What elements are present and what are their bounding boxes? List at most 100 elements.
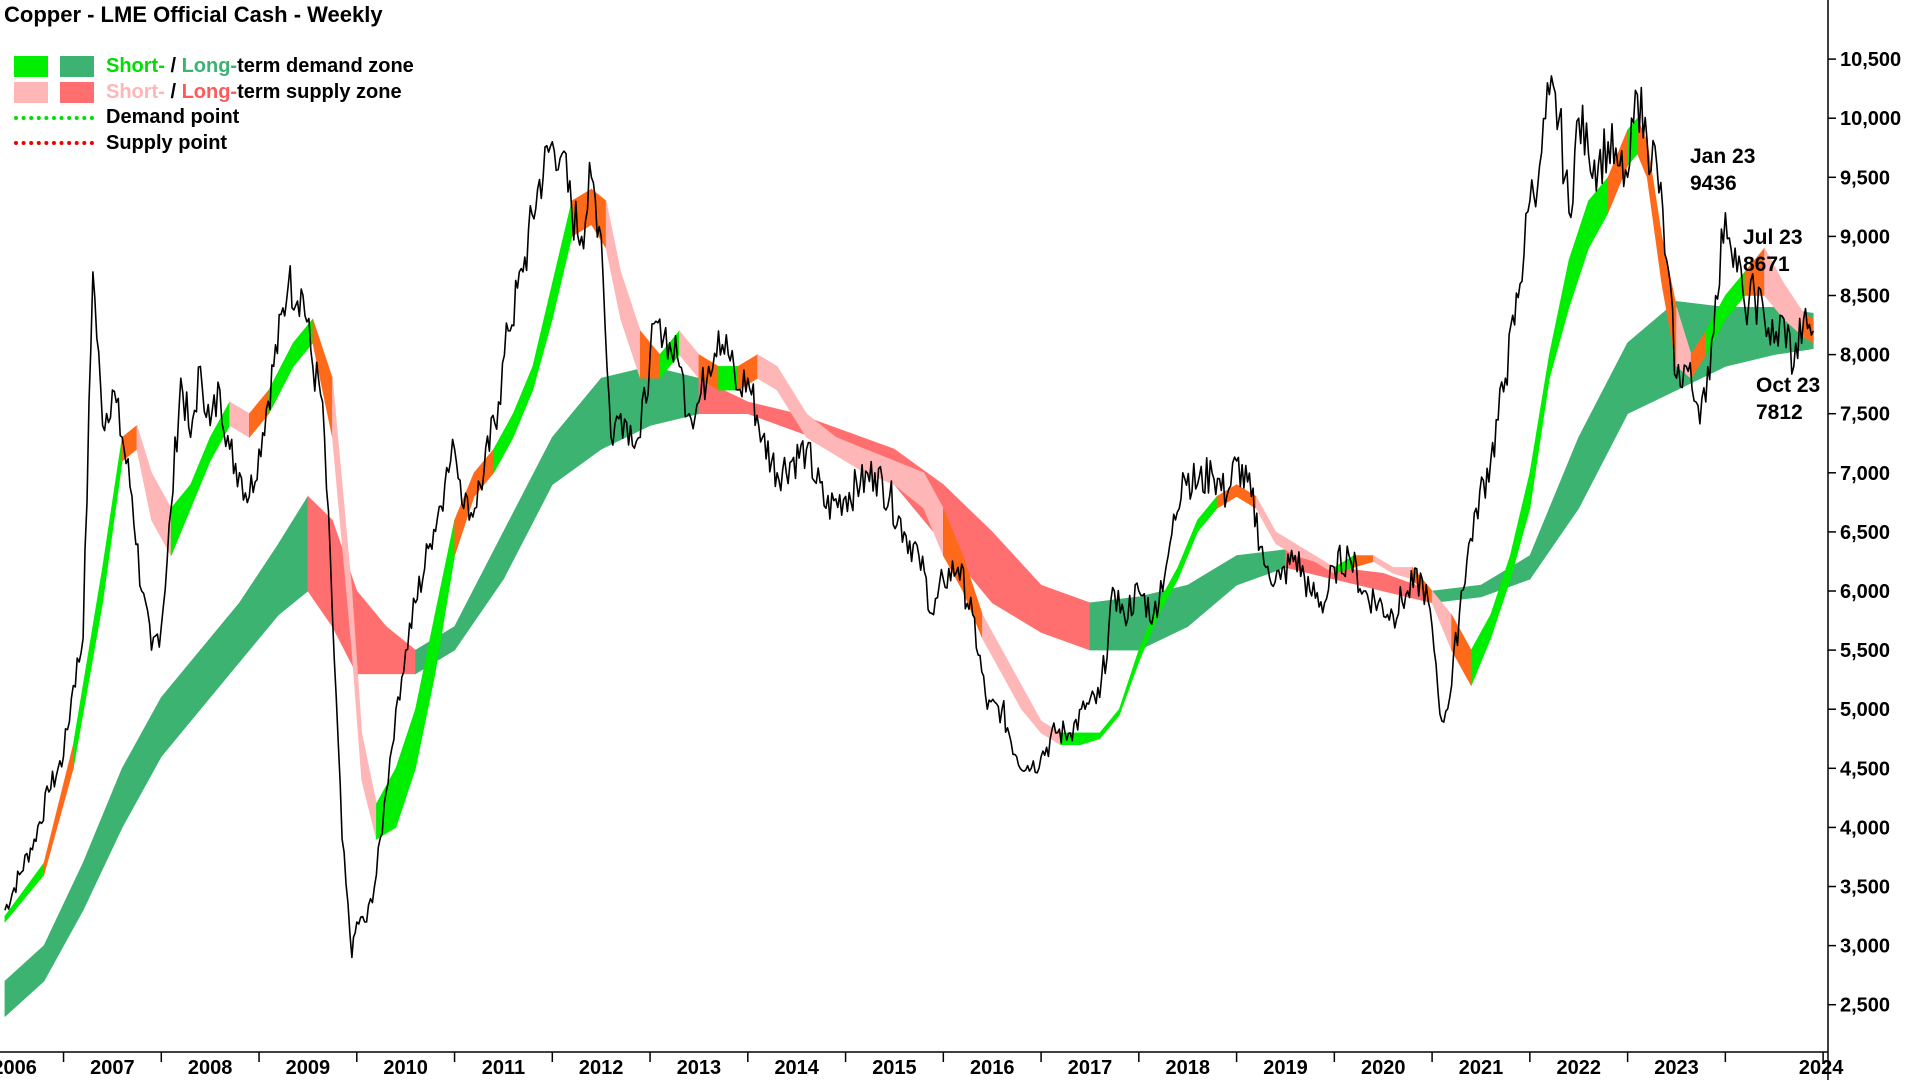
price-series — [4, 75, 1815, 959]
short-term-zone-segment — [1177, 519, 1198, 580]
short-term-zone-segment — [361, 732, 377, 840]
short-term-zone-segment — [136, 425, 152, 521]
demand-point-label: Demand point — [106, 106, 240, 129]
long-term-zone-segment — [551, 377, 602, 486]
annotation-value: 9436 — [1690, 172, 1737, 195]
short-term-zone-segment — [102, 437, 123, 603]
y-tick-label: 6,000 — [1840, 581, 1890, 603]
legend-short-label: Short- — [106, 55, 165, 78]
short-term-zone-segment — [268, 342, 294, 414]
short-term-zone-segment — [190, 437, 211, 509]
short-term-zone-segment — [1197, 495, 1218, 533]
supply-point-swatch — [14, 141, 94, 146]
long-term-zone-segment — [43, 862, 84, 982]
legend-long-label: Long- — [181, 80, 238, 103]
x-tick-label: 2008 — [188, 1057, 233, 1079]
long-supply-swatch — [60, 81, 94, 103]
long-term-zone-segment — [991, 531, 1042, 633]
long-term-zone-segment — [82, 768, 123, 911]
short-term-zone-segment — [620, 271, 641, 379]
y-tick-label: 6,500 — [1840, 522, 1890, 544]
annotation-oct-23: Oct 23 7812 — [1756, 372, 1820, 426]
short-term-zone-segment — [512, 366, 534, 438]
short-term-zone-segment — [1588, 176, 1609, 250]
short-term-zone-segment — [1568, 200, 1589, 308]
long-term-zone-segment — [503, 437, 553, 580]
long-term-zone-segment — [200, 601, 240, 711]
y-tick-label: 4,000 — [1840, 817, 1890, 839]
short-term-zone-segment — [170, 483, 191, 556]
legend-slash: / — [164, 55, 182, 78]
short-term-zone-segment — [73, 567, 103, 769]
long-term-zone-segment — [4, 944, 45, 1018]
long-term-zone-segment — [1187, 555, 1237, 628]
short-term-zone-segment — [1099, 708, 1120, 740]
x-tick-label: 2024 — [1799, 1057, 1844, 1079]
short-term-zone-segment — [415, 614, 436, 769]
short-demand-swatch — [14, 56, 48, 78]
y-tick-label: 8,000 — [1840, 345, 1890, 367]
short-term-zone-segment — [982, 613, 1003, 674]
short-term-zone-segment — [1470, 614, 1491, 686]
short-term-zone-segment — [1549, 259, 1570, 379]
long-term-zone-segment — [121, 697, 162, 828]
short-term-zone-segment — [591, 188, 607, 250]
annotation-label: Jan 23 — [1690, 145, 1756, 168]
annotation-jan-23: Jan 23 9436 — [1690, 143, 1755, 197]
long-term-zone-segment — [1089, 596, 1140, 651]
x-tick-label: 2011 — [482, 1057, 525, 1079]
x-tick-label: 2013 — [677, 1057, 722, 1079]
supply-point-label: Supply point — [106, 131, 228, 154]
x-tick-label: 2021 — [1459, 1057, 1504, 1079]
y-tick-label: 2,500 — [1840, 995, 1890, 1017]
long-term-zone-segment — [385, 625, 416, 675]
y-tick-label: 7,000 — [1840, 463, 1890, 485]
long-term-zone-segment — [356, 590, 387, 675]
long-term-zone-segment — [1578, 342, 1628, 509]
y-tick-label: 9,500 — [1840, 167, 1890, 189]
y-tick-label: 10,000 — [1840, 108, 1901, 130]
x-tick-label: 2009 — [286, 1057, 331, 1079]
x-tick-label: 2023 — [1654, 1057, 1699, 1079]
short-term-zone-segment — [1119, 650, 1140, 716]
x-tick-label: 2020 — [1361, 1057, 1406, 1079]
legend-slash: / — [164, 80, 182, 103]
legend-supply-point: Supply point — [14, 131, 414, 157]
legend-demand-text: term demand zone — [237, 55, 414, 78]
x-tick-label: 2010 — [383, 1057, 428, 1079]
zone-bands — [4, 117, 1814, 1018]
y-tick-label: 5,500 — [1840, 640, 1890, 662]
short-term-zone-segment — [1373, 555, 1394, 574]
long-term-zone-segment — [454, 531, 504, 652]
x-axis: 2006 2007 2008 2009 2010 2011 2012 2013 2014 2015… — [0, 1051, 1844, 1079]
short-term-zone-segment — [1255, 496, 1276, 545]
short-term-zone-segment — [1001, 649, 1022, 710]
short-term-zone-segment — [1646, 141, 1663, 284]
annotation-jul-23: Jul 23 8671 — [1743, 224, 1803, 278]
annotation-value: 8671 — [1743, 253, 1790, 276]
x-tick-label: 2019 — [1263, 1057, 1308, 1079]
x-tick-label: 2017 — [1068, 1057, 1113, 1079]
long-term-zone-segment — [1236, 549, 1286, 586]
chart-legend: Short- / Long-term demand zone Short- / … — [14, 54, 414, 156]
long-term-zone-segment — [278, 495, 309, 616]
price-line — [4, 75, 1815, 959]
annotation-label: Oct 23 — [1756, 374, 1821, 397]
short-term-zone-segment — [1490, 555, 1511, 639]
long-term-zone-segment — [161, 649, 201, 758]
short-term-zone-segment — [737, 354, 758, 391]
short-term-zone-segment — [1079, 732, 1100, 746]
annotation-value: 7812 — [1756, 401, 1803, 424]
annotation-label: Jul 23 — [1743, 226, 1803, 249]
y-tick-label: 3,000 — [1840, 936, 1890, 958]
chart-title: Copper - LME Official Cash - Weekly — [4, 2, 383, 27]
x-tick-label: 2018 — [1165, 1057, 1210, 1079]
y-tick-label: 9,000 — [1840, 226, 1890, 248]
short-term-zone-segment — [376, 768, 397, 840]
legend-demand-point: Demand point — [14, 105, 414, 131]
x-tick-label: 2015 — [872, 1057, 917, 1079]
x-tick-label: 2007 — [90, 1057, 135, 1079]
legend-short-label: Short- — [106, 80, 165, 103]
short-term-zone-segment — [1021, 684, 1042, 734]
